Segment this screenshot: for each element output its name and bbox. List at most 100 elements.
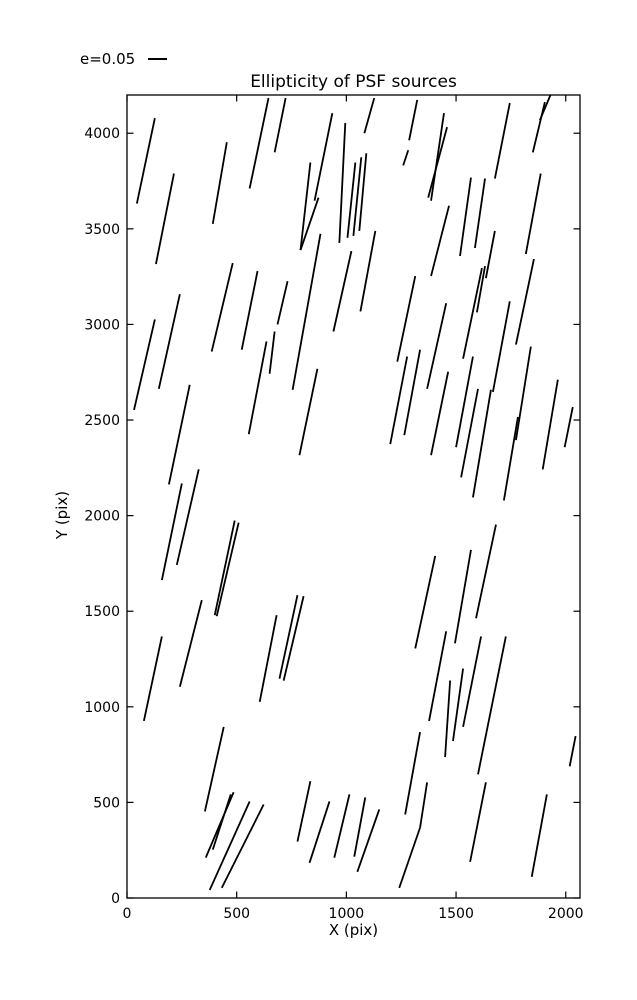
psf-ellipticity-segment <box>178 599 203 687</box>
psf-ellipticity-segment <box>268 331 276 374</box>
psf-ellipticity-segment <box>477 636 507 775</box>
psf-ellipticity-segment <box>419 782 428 828</box>
y-tick-label: 4000 <box>84 126 120 142</box>
psf-ellipticity-segment <box>502 416 519 501</box>
y-tick-label: 3500 <box>84 222 120 238</box>
psf-ellipticity-segment <box>296 780 312 842</box>
plot-border <box>126 94 581 899</box>
psf-ellipticity-segment <box>258 615 278 703</box>
psf-ellipticity-segment <box>494 102 511 179</box>
psf-ellipticity-segment <box>541 379 559 470</box>
psf-ellipticity-segment <box>175 469 200 566</box>
psf-ellipticity-segment <box>455 356 474 448</box>
psf-ellipticity-segment <box>454 549 472 644</box>
psf-ellipticity-segment <box>338 123 347 244</box>
psf-ellipticity-segment <box>208 801 251 891</box>
psf-ellipticity-segment <box>515 258 535 345</box>
psf-ellipticity-segment <box>568 735 577 767</box>
psf-ellipticity-segment <box>414 555 437 649</box>
psf-ellipticity-segment <box>210 262 234 352</box>
chart-title: Ellipticity of PSF sources <box>250 72 457 92</box>
y-tick-label: 2000 <box>84 509 120 525</box>
psf-ellipticity-segment <box>352 157 363 236</box>
psf-ellipticity-segment <box>220 804 265 889</box>
psf-ellipticity-segment <box>248 97 270 189</box>
psf-ellipticity-segment <box>428 631 448 722</box>
psf-ellipticity-segment <box>474 178 486 249</box>
psf-ellipticity-segment <box>476 265 486 313</box>
psf-ellipticity-segment <box>332 250 353 332</box>
x-tick-label: 500 <box>223 906 250 922</box>
legend-label: e=0.05 <box>80 49 136 68</box>
psf-ellipticity-segment <box>356 809 381 873</box>
psf-ellipticity-segment <box>404 731 421 815</box>
psf-ellipticity-segment <box>168 384 191 485</box>
psf-ellipticity-segment <box>204 791 235 859</box>
psf-ellipticity-segment <box>363 97 376 134</box>
psf-ellipticity-segment <box>472 389 492 498</box>
psf-ellipticity-segment <box>475 524 497 619</box>
psf-ellipticity-segment <box>353 797 367 857</box>
psf-ellipticity-segment <box>459 177 472 257</box>
psf-ellipticity-segment <box>203 726 225 812</box>
psf-ellipticity-segment <box>211 142 228 225</box>
y-axis-label: Y (pix) <box>53 490 71 540</box>
y-tick-label: 3000 <box>84 317 120 333</box>
psf-ellipticity-segment <box>398 827 421 889</box>
psf-ellipticity-segment <box>531 101 546 153</box>
psf-ellipticity-segment <box>155 173 175 265</box>
psf-ellipticity-segment <box>462 636 482 728</box>
psf-ellipticity-segment <box>276 281 289 325</box>
psf-ellipticity-segment <box>492 301 511 393</box>
psf-ellipticity-segment <box>313 112 334 201</box>
psf-ellipticity-segment <box>444 680 452 758</box>
psf-ellipticity-segment <box>282 595 305 681</box>
psf-ellipticity-segment <box>403 349 421 436</box>
psf-ellipticity-segment <box>157 294 181 390</box>
psf-ellipticity-segment <box>247 341 268 435</box>
psf-ellipticity-segment <box>430 205 450 277</box>
psf-ellipticity-segment <box>135 117 156 204</box>
psf-ellipticity-segment <box>469 782 487 863</box>
psf-ellipticity-segment <box>359 230 377 312</box>
y-tick-label: 2500 <box>84 413 120 429</box>
psf-ellipticity-segment <box>452 668 464 742</box>
y-tick-label: 1000 <box>84 700 120 716</box>
psf-ellipticity-segment <box>563 406 574 448</box>
psf-ellipticity-segment <box>346 162 357 238</box>
psf-ellipticity-segment <box>211 794 232 850</box>
psf-ellipticity-segment <box>299 197 320 251</box>
psf-ellipticity-segment <box>240 270 259 350</box>
psf-ellipticity-segment <box>408 99 419 141</box>
psf-ellipticity-segment <box>430 113 445 201</box>
psf-ellipticity-segment <box>299 162 312 251</box>
psf-ellipticity-segment <box>485 230 496 279</box>
psf-ellipticity-segment <box>215 522 240 617</box>
psf-ellipticity-segment <box>430 371 450 456</box>
psf-ellipticity-segment <box>524 173 542 255</box>
x-tick-label: 0 <box>123 906 132 922</box>
psf-ellipticity-segment <box>298 368 319 456</box>
y-tick-label: 0 <box>111 891 120 907</box>
psf-ellipticity-segment <box>530 794 548 877</box>
psf-ellipticity-segment <box>396 275 417 362</box>
x-axis-label: X (pix) <box>328 921 379 939</box>
legend: e=0.05 <box>80 49 168 68</box>
x-tick-label: 2000 <box>548 906 584 922</box>
psf-ellipticity-segment <box>133 319 156 411</box>
y-tick-label: 500 <box>93 795 120 811</box>
psf-ellipticity-segment <box>402 149 410 166</box>
y-tick-label: 1500 <box>84 604 120 620</box>
segments-layer <box>133 95 577 891</box>
psf-ellipticity-segment <box>291 233 322 390</box>
psf-ellipticity-segment <box>460 388 479 478</box>
psf-ellipticity-segment <box>213 520 236 616</box>
psf-ellipticity-segment <box>273 97 287 153</box>
psf-ellipticity-segment <box>358 153 368 232</box>
x-tick-label: 1000 <box>329 906 365 922</box>
psf-ellipticity-segment <box>427 126 448 198</box>
psf-ellipticity-segment <box>389 356 409 445</box>
psf-ellipticity-segment <box>462 267 483 359</box>
psf-ellipticity-segment <box>426 303 448 390</box>
